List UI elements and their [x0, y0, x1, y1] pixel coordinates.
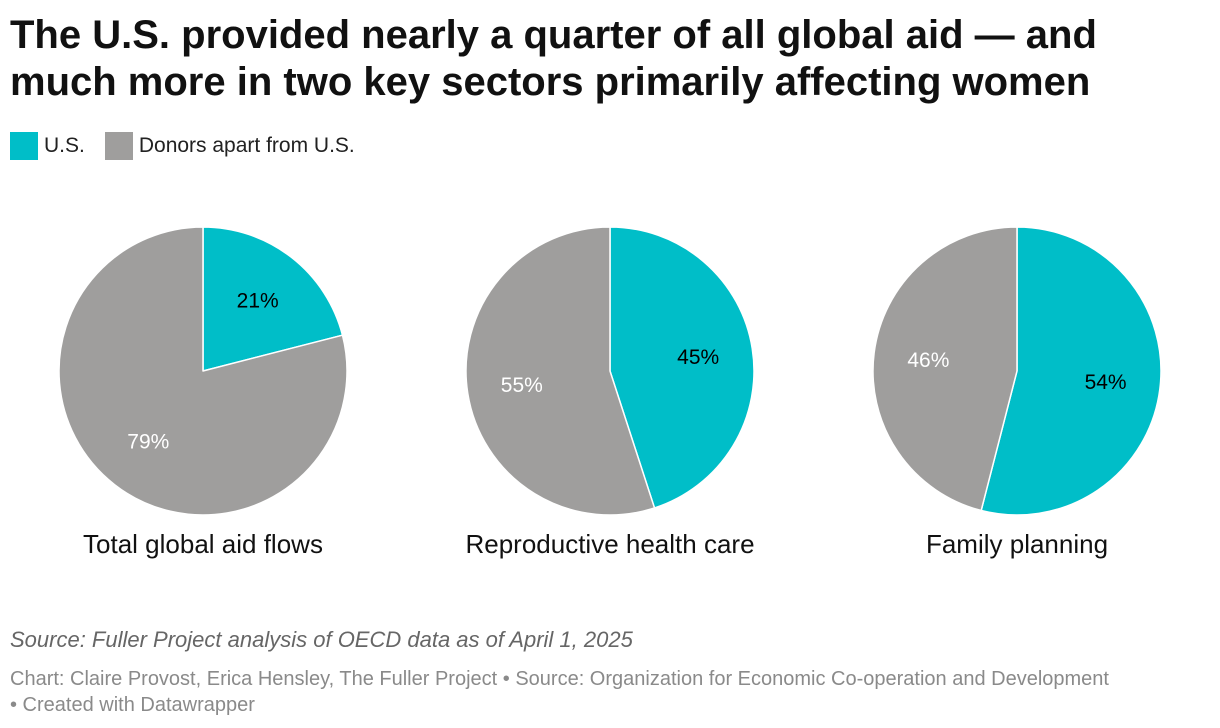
legend: U.S. Donors apart from U.S.: [10, 132, 375, 160]
pie-slice-label: 46%: [907, 349, 949, 372]
pie-slice-donors-apart-from-u-s: [872, 226, 1018, 512]
pie-caption: Total global aid flows: [83, 529, 323, 559]
pie-total-global-aid-flows: 21% 79% Total global aid flows: [58, 226, 348, 559]
pie-slice-u-s: [609, 226, 755, 509]
legend-item-us: U.S.: [10, 132, 85, 160]
pie-caption: Family planning: [926, 529, 1108, 559]
pie-slice-donors-apart-from-u-s: [465, 226, 656, 516]
legend-label-other-donors: Donors apart from U.S.: [138, 134, 355, 157]
pie-slice-label: 55%: [501, 374, 543, 397]
pie-slice-label: 21%: [237, 290, 279, 313]
pie-reproductive-health-care: 45% 55% Reproductive health care: [465, 226, 755, 559]
pie-charts-area: 21% 79% Total global aid flows 45% 55% Reprod…: [0, 210, 1220, 600]
pie-slice-label: 79%: [127, 431, 169, 454]
pie-slice-u-s: [202, 226, 344, 372]
pie-slice-label: 54%: [1085, 371, 1127, 394]
pie-family-planning: 54% 46% Family planning: [872, 226, 1162, 559]
pie-slice-u-s: [980, 226, 1162, 516]
chart-title: The U.S. provided nearly a quarter of al…: [10, 13, 1097, 104]
legend-swatch-us: [10, 132, 38, 160]
pie-caption: Reproductive health care: [465, 529, 754, 559]
pie-charts-svg: 21% 79% Total global aid flows 45% 55% Reprod…: [58, 226, 1162, 559]
credits-note: Chart: Claire Provost, Erica Hensley, Th…: [10, 668, 1109, 716]
pie-slice-label: 45%: [677, 346, 719, 369]
legend-item-other-donors: Donors apart from U.S.: [104, 132, 355, 160]
source-note: Source: Fuller Project analysis of OECD …: [10, 627, 633, 652]
pie-slice-donors-apart-from-u-s: [58, 226, 348, 516]
legend-label-us: U.S.: [44, 134, 85, 157]
legend-swatch-other-donors: [104, 132, 133, 160]
